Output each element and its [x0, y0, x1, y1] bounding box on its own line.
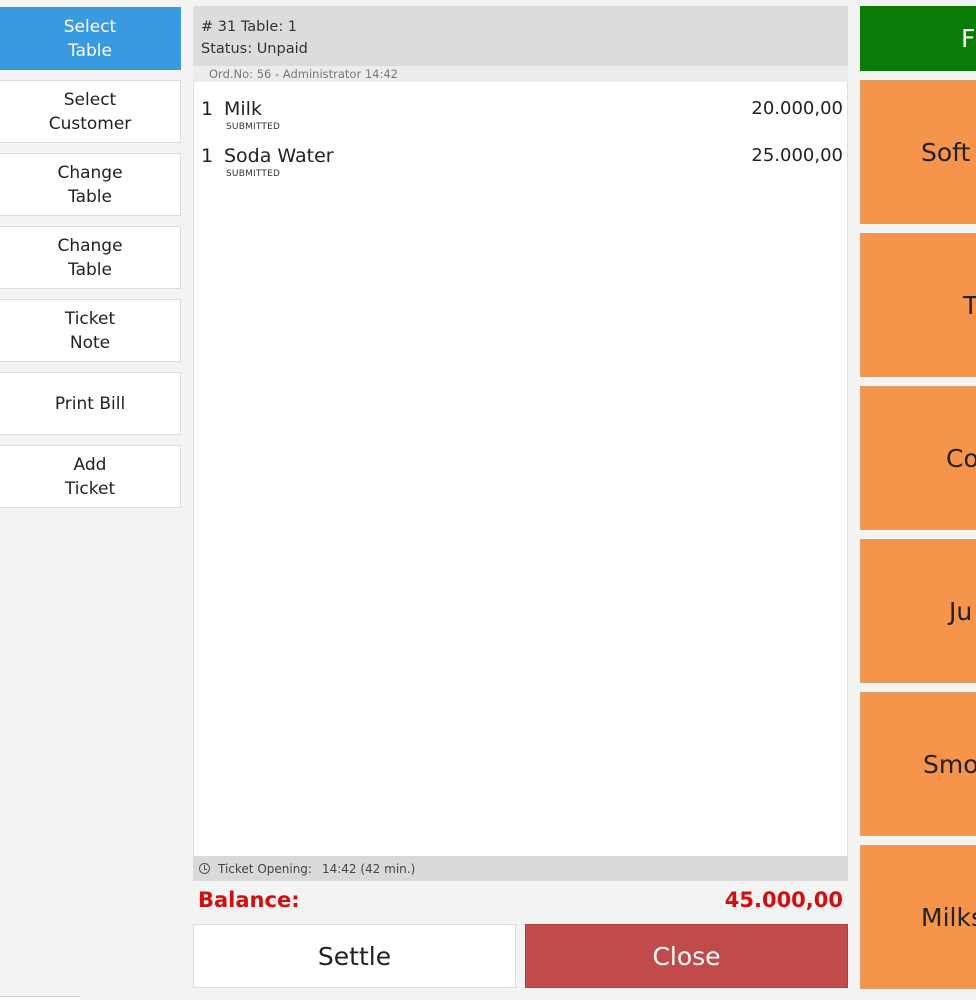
change-table-button-2[interactable]: Change Table — [0, 226, 181, 289]
ticket-items-list: 1 Milk SUBMITTED 20.000,00 1 Soda Water … — [193, 82, 848, 856]
bottom-strip — [0, 996, 80, 1000]
item-quantity: 1 — [201, 145, 214, 167]
print-bill-button[interactable]: Print Bill — [0, 372, 181, 435]
close-button[interactable]: Close — [525, 924, 848, 988]
category-coffee-button[interactable]: Co — [860, 386, 976, 530]
item-quantity: 1 — [201, 98, 214, 120]
ticket-status: Status: Unpaid — [201, 41, 308, 57]
ticket-opening-time: 14:42 (42 min.) — [321, 861, 416, 876]
clock-icon — [199, 863, 210, 874]
ticket-number: # 31 Table: 1 — [201, 19, 298, 35]
ticket-note-button[interactable]: Ticket Note — [0, 299, 181, 362]
balance-label: Balance: — [198, 888, 300, 912]
category-juice-button[interactable]: Ju — [860, 539, 976, 683]
item-price: 25.000,00 — [751, 145, 843, 166]
select-customer-button[interactable]: Select Customer — [0, 80, 181, 143]
item-name: Soda Water — [224, 145, 334, 167]
change-table-button[interactable]: Change Table — [0, 153, 181, 216]
ticket-item-row[interactable]: 1 Milk SUBMITTED 20.000,00 — [194, 90, 849, 136]
ticket-header: # 31 Table: 1 Status: Unpaid — [193, 6, 848, 66]
item-status: SUBMITTED — [226, 169, 281, 179]
balance-value: 45.000,00 — [724, 888, 843, 912]
item-status: SUBMITTED — [226, 122, 281, 132]
item-name: Milk — [224, 98, 262, 120]
category-smoothies-button[interactable]: Smo — [860, 692, 976, 836]
ticket-item-row[interactable]: 1 Soda Water SUBMITTED 25.000,00 — [194, 137, 849, 183]
ticket-opening-bar: Ticket Opening: 14:42 (42 min.) — [193, 856, 848, 881]
add-ticket-button[interactable]: Add Ticket — [0, 445, 181, 508]
category-soft-drinks-button[interactable]: Soft — [860, 80, 976, 224]
order-info: Ord.No: 56 - Administrator 14:42 — [193, 66, 848, 82]
item-price: 20.000,00 — [751, 98, 843, 119]
category-food-button[interactable]: Fo — [860, 6, 976, 71]
ticket-opening-label: Ticket Opening: — [218, 861, 312, 876]
select-table-button[interactable]: Select Table — [0, 7, 181, 70]
category-tea-button[interactable]: T — [860, 233, 976, 377]
settle-button[interactable]: Settle — [193, 924, 516, 988]
category-milkshakes-button[interactable]: Milks — [860, 845, 976, 989]
